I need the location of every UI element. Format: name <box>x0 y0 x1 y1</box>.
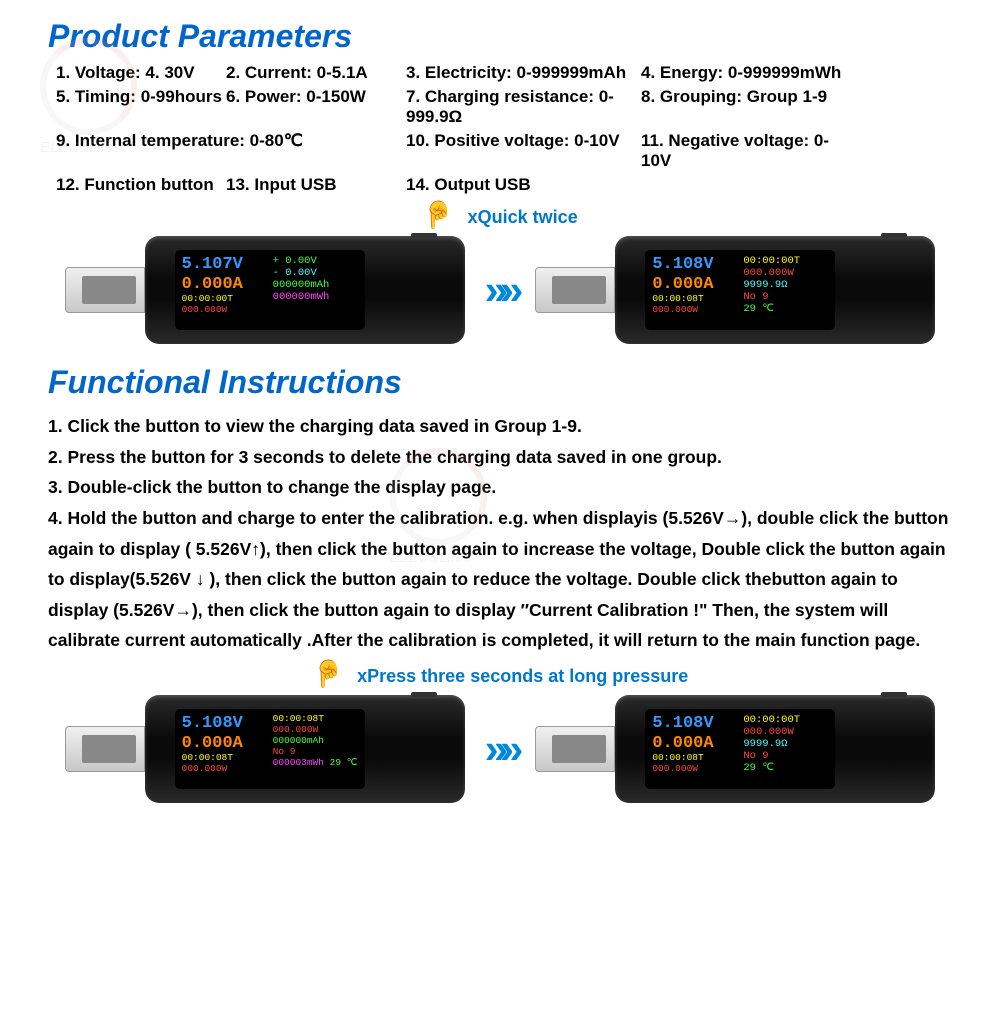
action-label-2: ☝ xPress three seconds at long pressure <box>0 658 1000 689</box>
usb-device-3: 5.108V 0.000A 00:00:08T 000.000W 00:00:0… <box>65 693 465 805</box>
device-row-2: 5.108V 0.000A 00:00:08T 000.000W 00:00:0… <box>0 693 1000 805</box>
arrow-icon: »» <box>485 266 516 314</box>
usb-device-2: 5.108V 0.000A 00:00:08T 000.000W 00:00:0… <box>535 234 935 346</box>
param-9: 9. Internal temperature: 0-80℃ <box>56 131 406 171</box>
param-13: 13. Input USB <box>226 175 406 195</box>
instruction-3: 3. Double-click the button to change the… <box>48 472 952 503</box>
param-6: 6. Power: 0-150W <box>226 87 406 127</box>
parameters-table: 1. Voltage: 4. 30V 2. Current: 0-5.1A 3.… <box>56 63 1000 195</box>
param-5: 5. Timing: 0-99hours <box>56 87 226 127</box>
param-3: 3. Electricity: 0-999999mAh <box>406 63 641 83</box>
section-title-instructions: Functional Instructions <box>48 364 1000 401</box>
param-10: 10. Positive voltage: 0-10V <box>406 131 641 171</box>
hand-point-icon: ☝ <box>422 199 454 230</box>
device-row-1: 5.107V 0.000A 00:00:00T 000.000W + 0.00V… <box>0 234 1000 346</box>
instructions-list: 1. Click the button to view the charging… <box>48 411 952 656</box>
param-2: 2. Current: 0-5.1A <box>226 63 406 83</box>
hand-point-icon: ☝ <box>312 658 344 689</box>
instruction-2: 2. Press the button for 3 seconds to del… <box>48 442 952 473</box>
param-1: 1. Voltage: 4. 30V <box>56 63 226 83</box>
arrow-icon: »» <box>485 725 516 773</box>
section-title-parameters: Product Parameters <box>48 18 1000 55</box>
param-14: 14. Output USB <box>406 175 641 195</box>
param-8: 8. Grouping: Group 1-9 <box>641 87 851 127</box>
action-label-1: ☝ xQuick twice <box>0 199 1000 230</box>
usb-device-1: 5.107V 0.000A 00:00:00T 000.000W + 0.00V… <box>65 234 465 346</box>
param-7: 7. Charging resistance: 0-999.9Ω <box>406 87 641 127</box>
instruction-1: 1. Click the button to view the charging… <box>48 411 952 442</box>
instruction-4: 4. Hold the button and charge to enter t… <box>48 503 952 656</box>
param-12: 12. Function button <box>56 175 226 195</box>
param-4: 4. Energy: 0-999999mWh <box>641 63 851 83</box>
param-11: 11. Negative voltage: 0-10V <box>641 131 851 171</box>
usb-device-4: 5.108V 0.000A 00:00:08T 000.000W 00:00:0… <box>535 693 935 805</box>
